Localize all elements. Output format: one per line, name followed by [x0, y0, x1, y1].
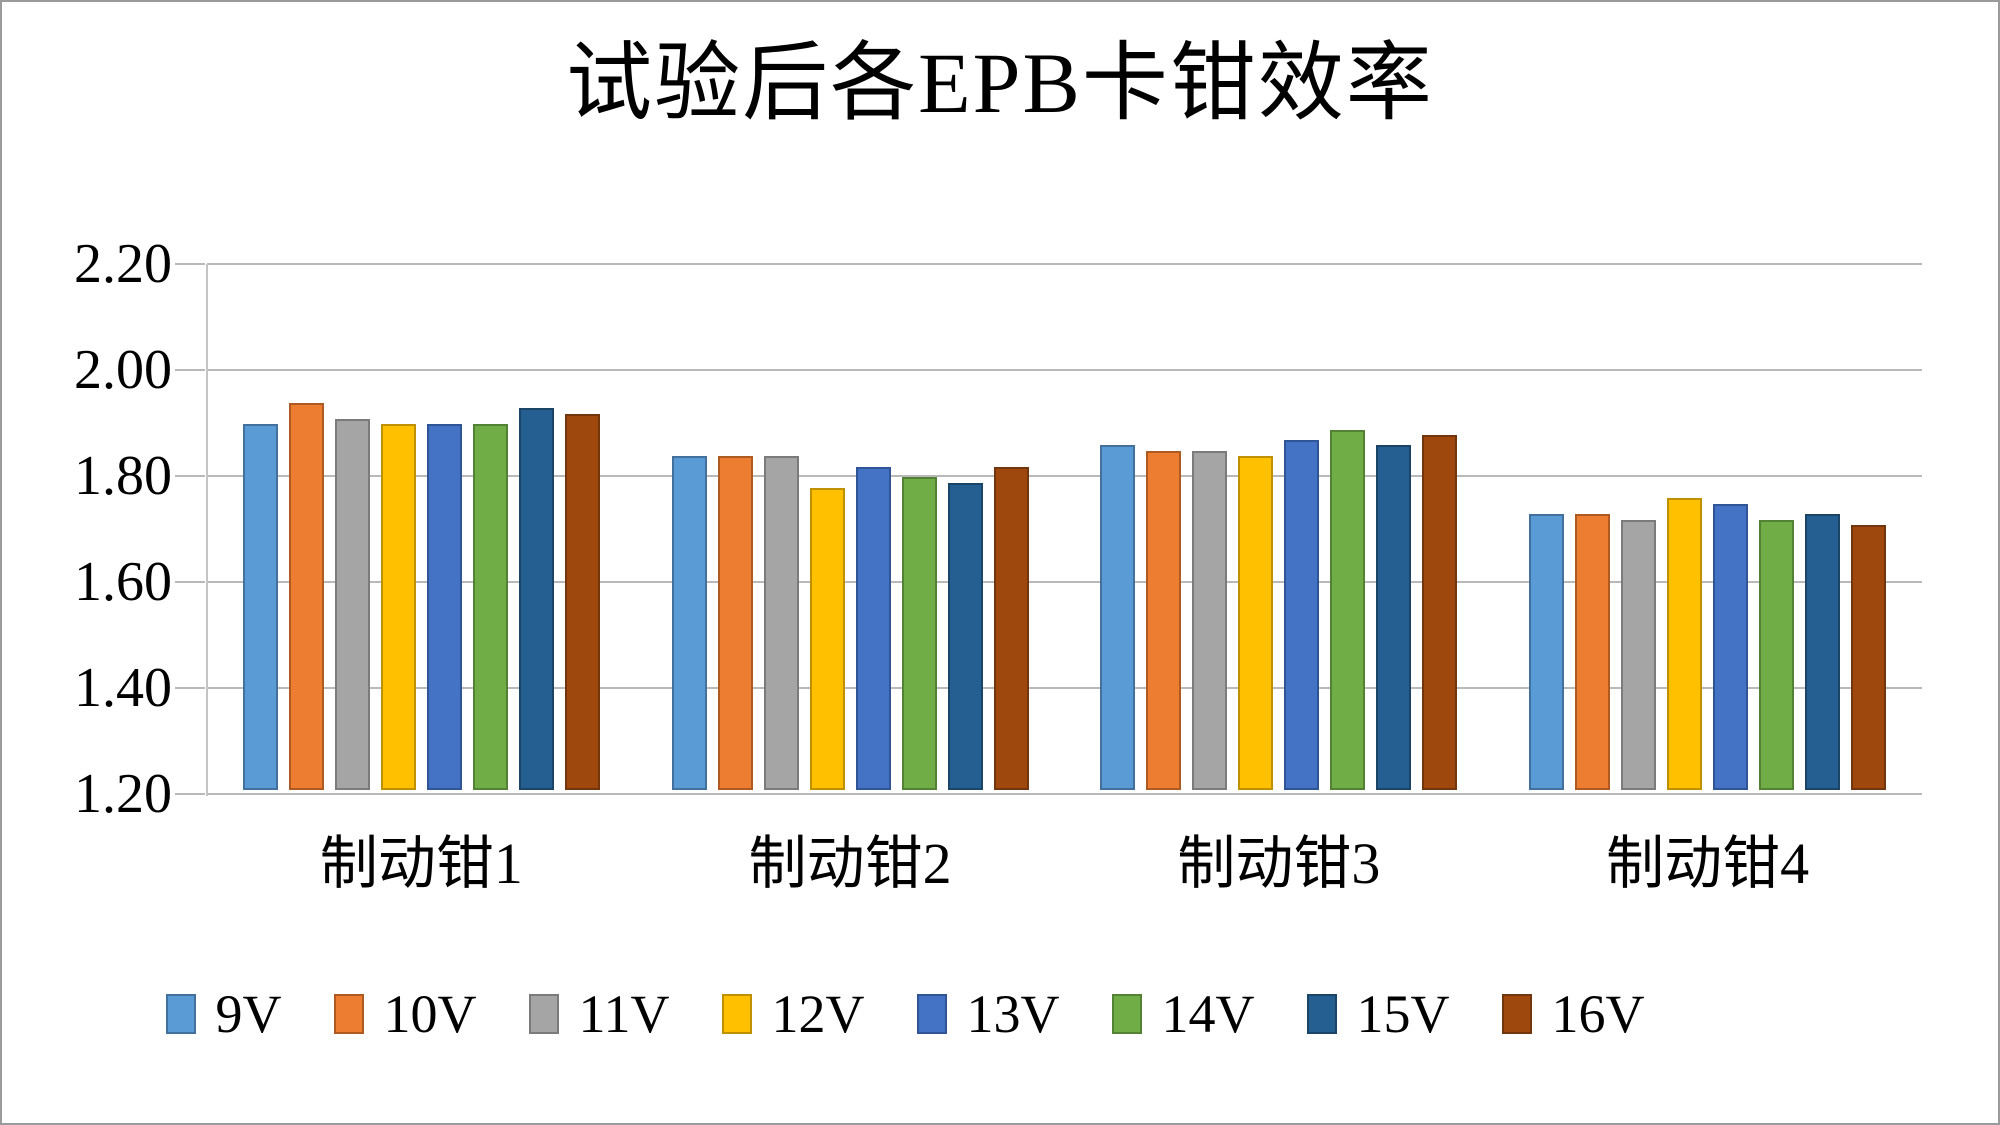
y-axis-line — [206, 264, 208, 796]
bar-group-3 — [1065, 430, 1494, 790]
bar-16v-cat2 — [993, 467, 1029, 790]
x-axis-label-2: 制动钳2 — [748, 831, 952, 896]
legend-item-12v: 12V — [721, 984, 865, 1044]
legend-swatch-16v — [1501, 994, 1532, 1034]
y-axis-label: 2.20 — [74, 233, 172, 295]
bar-15v-cat2 — [947, 483, 983, 790]
bar-11v-cat3 — [1192, 451, 1228, 790]
y-axis-tick — [175, 263, 205, 265]
legend-label-12v: 12V — [771, 984, 865, 1044]
bar-12v-cat1 — [380, 424, 416, 790]
y-axis-tick — [175, 581, 205, 583]
legend-label-16v: 16V — [1551, 984, 1645, 1044]
legend-item-16v: 16V — [1501, 984, 1645, 1044]
legend-swatch-15v — [1306, 994, 1337, 1034]
gridline — [207, 793, 1922, 795]
y-axis-label: 1.80 — [74, 445, 172, 507]
bar-13v-cat3 — [1284, 440, 1320, 790]
bar-group-4 — [1493, 498, 1922, 790]
legend-swatch-9v — [165, 994, 196, 1034]
legend-swatch-14v — [1111, 994, 1142, 1034]
bar-9v-cat2 — [671, 456, 707, 790]
legend-label-9v: 9V — [215, 984, 282, 1044]
legend-item-13v: 13V — [916, 984, 1060, 1044]
legend-swatch-12v — [721, 994, 752, 1034]
bar-14v-cat3 — [1330, 430, 1366, 790]
bar-13v-cat1 — [426, 424, 462, 790]
bar-10v-cat4 — [1575, 514, 1611, 790]
bar-11v-cat1 — [334, 419, 370, 790]
bar-12v-cat3 — [1238, 456, 1274, 790]
y-axis-label: 1.20 — [74, 763, 172, 825]
x-axis-label-1: 制动钳1 — [319, 831, 523, 896]
bar-9v-cat3 — [1100, 445, 1136, 790]
legend-item-15v: 15V — [1306, 984, 1450, 1044]
legend-item-14v: 14V — [1111, 984, 1255, 1044]
gridline — [207, 475, 1922, 477]
legend-swatch-13v — [916, 994, 947, 1034]
gridline — [207, 581, 1922, 583]
y-axis-tick — [175, 687, 205, 689]
bar-13v-cat2 — [855, 467, 891, 790]
bar-11v-cat2 — [763, 456, 799, 790]
gridline — [207, 687, 1922, 689]
legend-item-10v: 10V — [333, 984, 477, 1044]
legend-label-11v: 11V — [578, 984, 670, 1044]
gridline — [207, 263, 1922, 265]
bar-12v-cat4 — [1667, 498, 1703, 790]
legend: 9V 10V 11V 12V 13V 14V 15V 16V — [2, 984, 1903, 1044]
x-axis-label-3: 制动钳3 — [1177, 831, 1381, 896]
y-axis-tick — [175, 793, 205, 795]
chart-title: 试验后各EPB卡钳效率 — [566, 35, 1434, 131]
bar-10v-cat2 — [717, 456, 753, 790]
legend-swatch-11v — [528, 994, 559, 1034]
bar-15v-cat3 — [1376, 445, 1412, 790]
bar-16v-cat3 — [1422, 435, 1458, 790]
legend-item-9v: 9V — [165, 984, 282, 1044]
bar-10v-cat1 — [288, 403, 324, 790]
legend-label-13v: 13V — [966, 984, 1060, 1044]
y-axis-tick — [175, 369, 205, 371]
bar-15v-cat4 — [1805, 514, 1841, 790]
bar-9v-cat4 — [1529, 514, 1565, 790]
bar-16v-cat1 — [564, 414, 600, 790]
legend-label-14v: 14V — [1161, 984, 1255, 1044]
bar-16v-cat4 — [1851, 525, 1887, 790]
bar-12v-cat2 — [809, 488, 845, 790]
y-axis-label: 2.00 — [74, 339, 172, 401]
legend-label-10v: 10V — [383, 984, 477, 1044]
bar-9v-cat1 — [242, 424, 278, 790]
bar-11v-cat4 — [1621, 520, 1657, 790]
legend-item-11v: 11V — [528, 984, 670, 1044]
bar-13v-cat4 — [1713, 504, 1749, 790]
bar-15v-cat1 — [518, 408, 554, 790]
bar-14v-cat1 — [472, 424, 508, 790]
bar-14v-cat4 — [1759, 520, 1795, 790]
bar-group-2 — [636, 456, 1065, 790]
gridline — [207, 369, 1922, 371]
bar-group-1 — [207, 403, 636, 790]
y-axis-label: 1.60 — [74, 551, 172, 613]
legend-label-15v: 15V — [1356, 984, 1450, 1044]
legend-swatch-10v — [333, 994, 364, 1034]
bar-10v-cat3 — [1146, 451, 1182, 790]
bar-14v-cat2 — [901, 477, 937, 790]
y-axis-label: 1.40 — [74, 657, 172, 719]
x-axis-label-4: 制动钳4 — [1606, 831, 1810, 896]
y-axis-tick — [175, 475, 205, 477]
